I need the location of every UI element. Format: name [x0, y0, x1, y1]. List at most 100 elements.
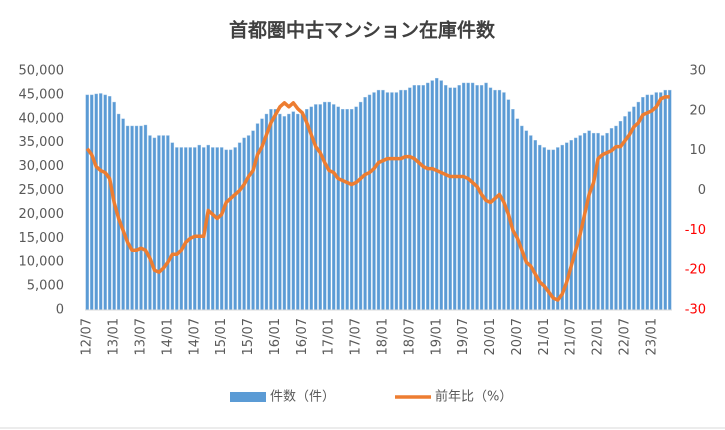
bar [591, 132, 596, 311]
y2-tick-label: -30 [685, 303, 706, 318]
bar [157, 135, 161, 311]
bar [435, 77, 439, 311]
bar [457, 85, 461, 311]
bar [475, 85, 479, 311]
bar [332, 104, 336, 311]
bar [632, 106, 636, 311]
y-tick-label: 25,000 [19, 183, 65, 198]
x-tick-label: 20/01 [483, 318, 498, 355]
bar [269, 109, 273, 311]
line [85, 95, 670, 302]
bar [125, 125, 130, 311]
bar [323, 101, 327, 311]
bar [184, 147, 188, 311]
bar [372, 92, 376, 311]
bar [654, 92, 658, 311]
bar [314, 104, 318, 311]
bar [448, 87, 452, 311]
bar [219, 147, 224, 311]
bar [242, 137, 246, 311]
bar [452, 87, 457, 311]
bar [439, 80, 443, 311]
bar [668, 89, 672, 311]
bar [237, 142, 242, 311]
bar [556, 147, 560, 311]
bar [99, 93, 103, 311]
x-tick-label: 14/07 [187, 318, 202, 355]
y-tick-label: 40,000 [19, 111, 65, 126]
bar [381, 89, 385, 311]
bar [228, 149, 233, 311]
legend-label: 件数（件） [270, 390, 335, 405]
bar [103, 94, 107, 311]
x-tick-label: 15/01 [214, 318, 229, 355]
bar [663, 89, 667, 311]
bar [327, 101, 331, 311]
bar [367, 94, 372, 311]
bar [188, 147, 192, 311]
y-tick-label: 0 [56, 303, 64, 318]
bar [470, 82, 475, 311]
bar [421, 85, 425, 311]
y2-tick-label: 20 [689, 103, 706, 118]
x-tick-label: 16/01 [268, 318, 283, 355]
y2-tick-label: -10 [685, 223, 706, 238]
bar [466, 82, 470, 311]
bar [336, 106, 340, 311]
x-tick-label: 18/01 [375, 318, 390, 355]
bar [296, 113, 300, 311]
bar [488, 87, 493, 311]
x-tick-label: 19/01 [429, 318, 444, 355]
y-tick-label: 10,000 [19, 255, 65, 270]
bar [529, 135, 533, 311]
chart-title: 首都圏中古マンション在庫件数 [229, 19, 496, 42]
bar [627, 111, 632, 311]
bar [197, 144, 201, 311]
x-tick-label: 14/01 [160, 318, 175, 355]
x-tick-label: 15/07 [241, 318, 256, 355]
bar [161, 135, 166, 311]
bar [623, 116, 627, 311]
bar [179, 147, 184, 311]
bar [609, 128, 614, 311]
y-tick-label: 50,000 [19, 64, 65, 79]
bar [569, 140, 573, 311]
bar [636, 101, 641, 311]
bar [318, 104, 322, 311]
y2-tick-label: 30 [689, 64, 706, 79]
bar [650, 94, 654, 311]
bar [426, 82, 430, 311]
bar [417, 85, 421, 311]
bar [515, 118, 520, 311]
bar [148, 135, 152, 311]
bar [641, 97, 645, 311]
bar [394, 92, 399, 311]
x-tick-label: 21/07 [564, 318, 579, 355]
bar [170, 142, 175, 311]
x-tick-label: 17/07 [349, 318, 364, 355]
bar [152, 137, 157, 311]
bar [547, 149, 551, 311]
bar [273, 109, 278, 311]
x-tick-label: 13/01 [107, 318, 122, 355]
bar [461, 82, 466, 311]
bar [233, 147, 237, 311]
bar [358, 101, 363, 311]
bar [282, 116, 287, 311]
bar [444, 85, 448, 311]
bar [497, 89, 502, 311]
x-tick-label: 20/07 [510, 318, 525, 355]
bar [618, 120, 623, 311]
x-tick-label: 22/01 [591, 318, 606, 355]
bar [385, 92, 390, 311]
x-tick-label: 17/01 [322, 318, 337, 355]
y2-tick-label: -20 [685, 263, 706, 278]
bar [345, 109, 349, 311]
bar [408, 87, 412, 311]
x-tick-label: 19/07 [456, 318, 471, 355]
bar [506, 99, 511, 311]
bar [251, 130, 255, 311]
y-tick-label: 45,000 [19, 87, 65, 102]
